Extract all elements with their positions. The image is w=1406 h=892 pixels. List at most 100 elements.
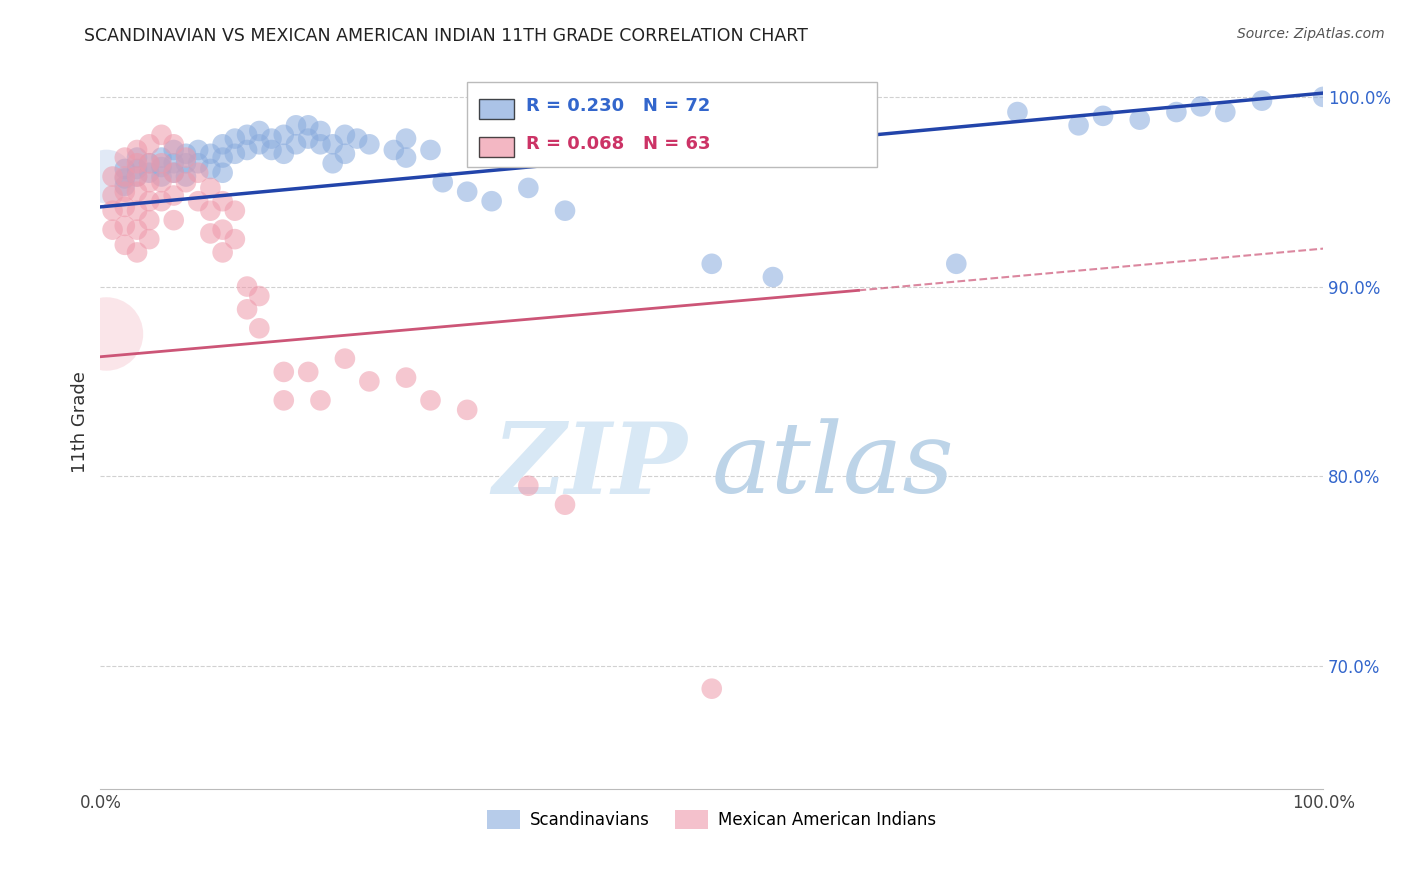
Point <box>114 169 136 184</box>
Point <box>101 169 124 184</box>
Point <box>125 143 148 157</box>
Point <box>125 222 148 236</box>
FancyBboxPatch shape <box>467 82 877 167</box>
Point <box>517 181 540 195</box>
Point <box>174 146 197 161</box>
Point <box>1129 112 1152 127</box>
Point <box>333 351 356 366</box>
Point <box>224 203 246 218</box>
Point <box>125 169 148 184</box>
Point <box>456 185 478 199</box>
Point <box>163 143 186 157</box>
Point <box>174 175 197 189</box>
Point <box>114 171 136 186</box>
Point <box>1166 105 1188 120</box>
Text: R = 0.068   N = 63: R = 0.068 N = 63 <box>526 135 710 153</box>
Point <box>150 128 173 142</box>
Point <box>114 179 136 194</box>
Point <box>273 128 295 142</box>
Point <box>309 137 332 152</box>
Point <box>150 175 173 189</box>
Point <box>333 128 356 142</box>
Point <box>114 185 136 199</box>
Text: atlas: atlas <box>711 418 955 514</box>
Point <box>174 156 197 170</box>
Point <box>359 137 381 152</box>
Point <box>260 131 283 145</box>
Point <box>138 194 160 209</box>
Point <box>1189 99 1212 113</box>
Point <box>200 181 222 195</box>
Point <box>456 402 478 417</box>
Point <box>150 156 173 170</box>
Point <box>163 166 186 180</box>
Point <box>395 151 418 165</box>
Point <box>236 128 259 142</box>
Point <box>224 146 246 161</box>
Point <box>138 166 160 180</box>
Point <box>150 194 173 209</box>
Point <box>101 222 124 236</box>
Point <box>700 257 723 271</box>
Point <box>419 143 441 157</box>
Point <box>211 151 233 165</box>
Point <box>125 161 148 176</box>
Point <box>163 188 186 202</box>
Point <box>125 203 148 218</box>
Point <box>762 270 785 285</box>
Text: SCANDINAVIAN VS MEXICAN AMERICAN INDIAN 11TH GRADE CORRELATION CHART: SCANDINAVIAN VS MEXICAN AMERICAN INDIAN … <box>84 27 808 45</box>
Point <box>125 156 148 170</box>
Point <box>247 124 270 138</box>
Point <box>309 124 332 138</box>
Point <box>200 161 222 176</box>
Point <box>163 166 186 180</box>
Point <box>174 151 197 165</box>
Point <box>273 365 295 379</box>
Text: ZIP: ZIP <box>492 418 688 515</box>
FancyBboxPatch shape <box>479 137 513 157</box>
Point <box>114 237 136 252</box>
Point <box>700 681 723 696</box>
Point <box>114 200 136 214</box>
Point <box>163 213 186 227</box>
Point <box>138 156 160 170</box>
Point <box>236 279 259 293</box>
Point <box>150 160 173 174</box>
Text: Source: ZipAtlas.com: Source: ZipAtlas.com <box>1237 27 1385 41</box>
Point <box>187 166 209 180</box>
Point <box>297 131 319 145</box>
Point <box>163 137 186 152</box>
Point <box>285 118 308 132</box>
Point <box>114 151 136 165</box>
Point <box>200 146 222 161</box>
Point <box>174 169 197 184</box>
Text: R = 0.230   N = 72: R = 0.230 N = 72 <box>526 97 710 115</box>
Legend: Scandinavians, Mexican American Indians: Scandinavians, Mexican American Indians <box>481 804 943 836</box>
Point <box>138 156 160 170</box>
Point <box>247 137 270 152</box>
Point <box>211 137 233 152</box>
Point <box>297 118 319 132</box>
Point <box>187 156 209 170</box>
Point <box>224 131 246 145</box>
Point <box>1067 118 1090 132</box>
Point <box>138 213 160 227</box>
Point <box>200 227 222 241</box>
Point <box>101 188 124 202</box>
Point <box>395 131 418 145</box>
Point <box>285 137 308 152</box>
Point <box>211 245 233 260</box>
Point <box>200 203 222 218</box>
Point <box>247 289 270 303</box>
Point <box>138 137 160 152</box>
Point <box>1251 94 1274 108</box>
Point <box>382 143 405 157</box>
Point <box>554 203 576 218</box>
Y-axis label: 11th Grade: 11th Grade <box>72 371 89 473</box>
Point <box>187 194 209 209</box>
Point <box>211 194 233 209</box>
Point <box>333 146 356 161</box>
Point <box>211 222 233 236</box>
Point <box>125 151 148 165</box>
Point <box>297 365 319 379</box>
